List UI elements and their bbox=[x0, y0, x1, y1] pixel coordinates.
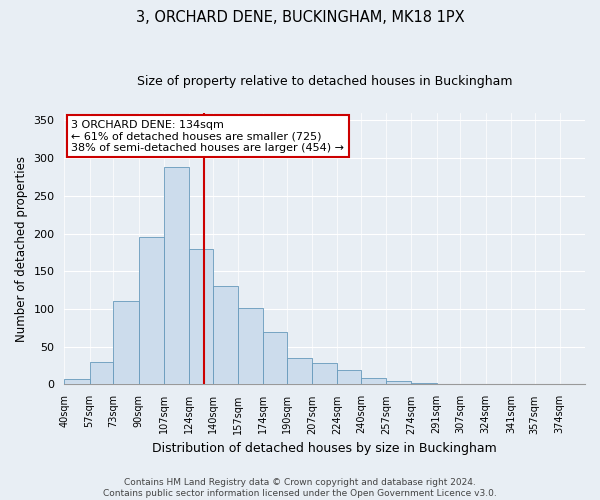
Bar bbox=[89, 362, 113, 384]
Bar bbox=[312, 364, 337, 384]
Bar bbox=[238, 308, 263, 384]
Text: 3, ORCHARD DENE, BUCKINGHAM, MK18 1PX: 3, ORCHARD DENE, BUCKINGHAM, MK18 1PX bbox=[136, 10, 464, 25]
Bar bbox=[337, 370, 361, 384]
Text: 3 ORCHARD DENE: 134sqm
← 61% of detached houses are smaller (725)
38% of semi-de: 3 ORCHARD DENE: 134sqm ← 61% of detached… bbox=[71, 120, 344, 153]
X-axis label: Distribution of detached houses by size in Buckingham: Distribution of detached houses by size … bbox=[152, 442, 497, 455]
Bar bbox=[287, 358, 312, 384]
Bar bbox=[189, 248, 213, 384]
Bar bbox=[386, 380, 412, 384]
Title: Size of property relative to detached houses in Buckingham: Size of property relative to detached ho… bbox=[137, 75, 512, 88]
Bar bbox=[213, 286, 238, 384]
Bar bbox=[361, 378, 386, 384]
Bar bbox=[64, 379, 89, 384]
Bar bbox=[412, 383, 437, 384]
Bar bbox=[113, 302, 139, 384]
Text: Contains HM Land Registry data © Crown copyright and database right 2024.
Contai: Contains HM Land Registry data © Crown c… bbox=[103, 478, 497, 498]
Bar bbox=[263, 332, 287, 384]
Bar bbox=[164, 167, 189, 384]
Y-axis label: Number of detached properties: Number of detached properties bbox=[15, 156, 28, 342]
Bar bbox=[139, 236, 164, 384]
